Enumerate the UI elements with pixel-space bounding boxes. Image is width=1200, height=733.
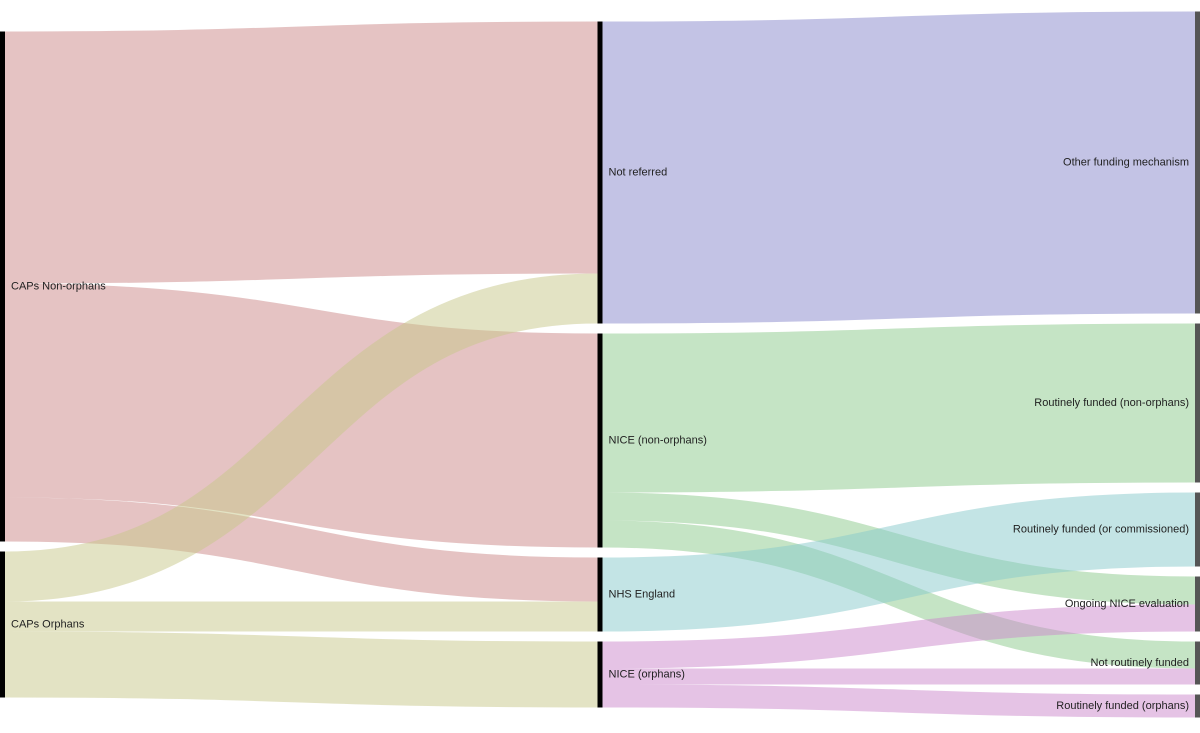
node-label: CAPs Non-orphans	[11, 280, 106, 292]
flow-link	[4, 21, 598, 284]
node-bar	[0, 31, 5, 542]
node-bar	[1195, 492, 1200, 567]
node-bar	[1195, 694, 1200, 718]
node-bar	[597, 21, 603, 324]
node-label: CAPs Orphans	[11, 618, 85, 630]
flow-link	[602, 323, 1196, 493]
node-label: NICE (non-orphans)	[609, 434, 707, 446]
node-label: NHS England	[609, 588, 676, 600]
flow-link	[602, 684, 1196, 718]
flow-link	[602, 492, 1196, 632]
node-label: Not referred	[609, 166, 668, 178]
node-label: Routinely funded (non-orphans)	[1034, 397, 1189, 409]
flow-link	[602, 604, 1196, 669]
node-bar	[1195, 11, 1200, 314]
node-bar	[0, 551, 5, 698]
flow-link	[4, 273, 598, 602]
node-label: NICE (orphans)	[609, 668, 685, 680]
node-label: Routinely funded (orphans)	[1056, 700, 1189, 712]
node-bar	[1195, 576, 1200, 632]
node-label: Other funding mechanism	[1063, 156, 1189, 168]
flow-link	[602, 11, 1196, 324]
node-bar	[597, 333, 603, 548]
node-label: Routinely funded (or commissioned)	[1013, 523, 1189, 535]
flow-link	[4, 631, 598, 708]
flow-link	[4, 497, 598, 602]
node-bar	[1195, 323, 1200, 483]
node-bar	[597, 641, 603, 708]
node-bar	[1195, 641, 1200, 685]
node-label: Not routinely funded	[1091, 657, 1189, 669]
node-label: Ongoing NICE evaluation	[1065, 598, 1189, 610]
node-bar	[597, 557, 603, 632]
